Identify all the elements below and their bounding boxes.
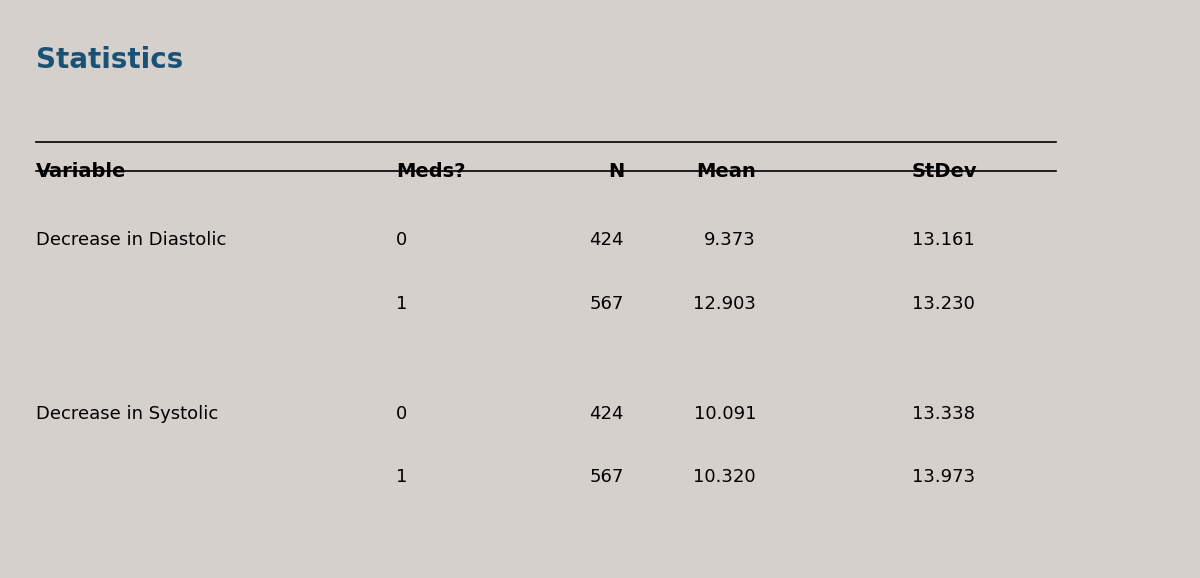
Text: 1: 1 [396,295,407,313]
Text: Decrease in Systolic: Decrease in Systolic [36,405,218,423]
Text: StDev: StDev [912,162,978,181]
Text: 0: 0 [396,231,407,249]
Text: 424: 424 [589,405,624,423]
Text: Meds?: Meds? [396,162,466,181]
Text: 1: 1 [396,468,407,486]
Text: 13.230: 13.230 [912,295,974,313]
Text: 10.091: 10.091 [694,405,756,423]
Text: 567: 567 [589,468,624,486]
Text: 13.338: 13.338 [912,405,974,423]
Text: Variable: Variable [36,162,126,181]
Text: 567: 567 [589,295,624,313]
Text: N: N [607,162,624,181]
Text: 13.161: 13.161 [912,231,974,249]
Text: 424: 424 [589,231,624,249]
Text: Statistics: Statistics [36,46,184,74]
Text: 9.373: 9.373 [704,231,756,249]
Text: Decrease in Diastolic: Decrease in Diastolic [36,231,227,249]
Text: 12.903: 12.903 [694,295,756,313]
Text: 10.320: 10.320 [694,468,756,486]
Text: 13.973: 13.973 [912,468,976,486]
Text: 0: 0 [396,405,407,423]
Text: Mean: Mean [696,162,756,181]
